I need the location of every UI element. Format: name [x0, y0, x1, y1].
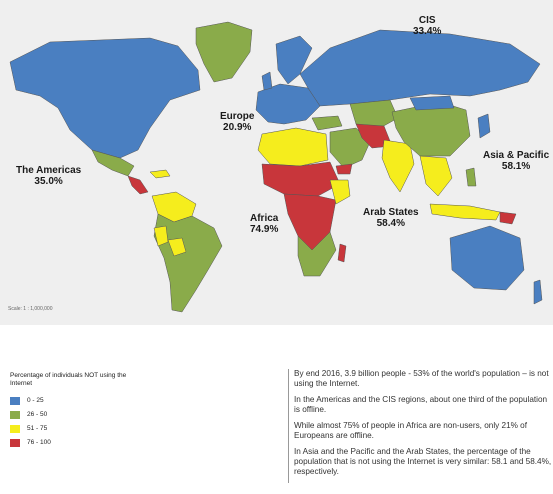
region-label-cis: CIS 33.4% [413, 15, 441, 37]
yemen-shape [335, 163, 353, 175]
map-scale: Scale: 1 : 1,000,000 [8, 306, 53, 312]
peru-shape [153, 225, 169, 247]
world-map: CIS 33.4% Europe 20.9% The Americas 35.0… [0, 0, 553, 325]
region-name: Asia & Pacific [483, 150, 550, 161]
world-map-graphic [9, 21, 543, 313]
region-percent: 35.0% [34, 176, 63, 187]
legend-item: 51 - 75 [10, 422, 210, 435]
europe-shape [255, 83, 321, 125]
southeast-asia-shape [419, 155, 453, 197]
region-label-americas: The Americas 35.0% [16, 165, 81, 187]
australia-shape [449, 225, 525, 291]
madagascar-shape [337, 243, 347, 263]
central-asia-shape [349, 99, 399, 129]
region-percent: 20.9% [223, 122, 252, 133]
legend-swatch [10, 424, 20, 433]
mongolia-shape [409, 95, 455, 111]
japan-shape [477, 113, 491, 139]
russia-shape [299, 29, 541, 107]
legend-label: 26 - 50 [27, 411, 48, 418]
region-name: CIS [418, 15, 436, 26]
legend-swatch [10, 410, 20, 419]
new-zealand-shape [533, 279, 543, 305]
region-percent: 74.9% [250, 224, 279, 235]
region-percent: 58.4% [376, 218, 405, 229]
note-paragraph: While almost 75% of people in Africa are… [294, 421, 528, 440]
north-america-shape [9, 37, 201, 159]
legend-label: 76 - 100 [27, 439, 51, 446]
central-america-shape [127, 175, 149, 195]
india-shape [381, 139, 415, 193]
turkey-shape [311, 115, 343, 131]
region-label-arab-states: Arab States 58.4% [363, 207, 419, 229]
map-legend: Percentage of individuals NOT using the … [10, 372, 210, 450]
iran-afghan-shape [355, 123, 393, 149]
region-percent: 33.4% [413, 26, 442, 37]
legend-swatch [10, 396, 20, 405]
legend-swatch [10, 438, 20, 447]
region-percent: 58.1% [501, 161, 531, 172]
region-label-europe: Europe 20.9% [220, 111, 254, 133]
philippines-shape [465, 167, 477, 187]
region-name: Arab States [363, 207, 419, 218]
note-paragraph: In the Americas and the CIS regions, abo… [294, 395, 548, 414]
region-name: The Americas [16, 165, 82, 176]
legend-label: 0 - 25 [27, 397, 44, 404]
legend-item: 26 - 50 [10, 408, 210, 421]
middle-east-shape [329, 127, 371, 169]
north-africa-shape [257, 127, 329, 167]
greenland-shape [195, 21, 253, 83]
region-name: Africa [250, 213, 279, 224]
bolivia-shape [167, 237, 187, 257]
note-paragraph: In Asia and the Pacific and the Arab Sta… [294, 447, 552, 476]
papua-shape [499, 211, 517, 225]
indonesia-shape [429, 203, 501, 221]
region-label-asia-pacific: Asia & Pacific 58.1% [483, 150, 549, 172]
region-name: Europe [220, 111, 255, 122]
east-africa-shape [329, 179, 351, 205]
legend-title: Percentage of individuals NOT using the … [10, 372, 127, 387]
southern-africa-shape [297, 231, 337, 277]
note-paragraph: By end 2016, 3.9 billion people - 53% of… [294, 369, 549, 388]
uk-shape [261, 71, 273, 91]
sahel-shape [261, 161, 341, 197]
caribbean-shape [149, 169, 171, 179]
notes-panel: By end 2016, 3.9 billion people - 53% of… [288, 369, 552, 483]
south-america-shape [153, 213, 223, 313]
legend-item: 76 - 100 [10, 436, 210, 449]
region-label-africa: Africa 74.9% [250, 213, 278, 235]
legend-item: 0 - 25 [10, 394, 210, 407]
legend-label: 51 - 75 [27, 425, 48, 432]
